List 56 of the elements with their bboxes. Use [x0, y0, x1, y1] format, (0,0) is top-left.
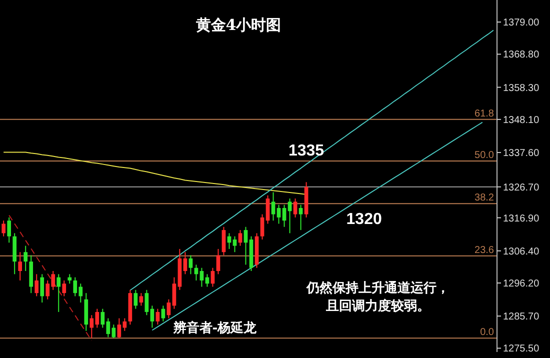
- candlestick: [282, 204, 286, 228]
- candlestick: [188, 254, 193, 275]
- candlestick: [156, 308, 160, 326]
- candlestick: [62, 280, 66, 297]
- y-tick-label: 1348.10: [503, 114, 540, 126]
- candlestick: [40, 274, 44, 304]
- y-tick-label: 1358.30: [503, 82, 540, 94]
- candlestick: [238, 230, 242, 246]
- annotation: 仍然保持上升通道运行，: [306, 280, 450, 296]
- candlestick: [150, 305, 154, 328]
- text: 黄金4小时图: [194, 16, 282, 34]
- candlestick: [2, 220, 6, 237]
- candlestick: [139, 292, 144, 306]
- annotation: 辨音者-杨延龙: [172, 320, 258, 336]
- candlestick: [7, 216, 12, 244]
- line-series: [8, 214, 92, 342]
- candlestick: [293, 198, 298, 218]
- candlestick: [244, 226, 248, 266]
- y-tick-label: 1306.40: [503, 246, 540, 258]
- candlestick: [24, 245, 28, 272]
- candlestick: [134, 289, 138, 310]
- candlestick: [56, 274, 61, 312]
- annotation: 1320: [346, 210, 382, 228]
- annotation: 23.6: [474, 244, 494, 256]
- candlestick: [271, 192, 276, 222]
- candlestick: [260, 214, 264, 240]
- y-tick-label: 1337.60: [503, 148, 540, 160]
- candlestick: [34, 274, 39, 297]
- annotation: 且回调力度较弱。: [325, 298, 430, 314]
- y-tick-label: 1326.70: [503, 182, 540, 194]
- y-tick-label: 1379.00: [503, 18, 540, 29]
- y-tick-label: 1285.70: [503, 312, 540, 323]
- candlestick: [288, 198, 292, 234]
- y-tick-label: 1368.80: [503, 50, 540, 61]
- candlestick: [276, 204, 281, 224]
- candlestick: [166, 298, 171, 319]
- annotation: 61.8: [474, 108, 494, 120]
- candlestick: [68, 274, 72, 284]
- candlestick: [161, 305, 166, 322]
- annotation: 50.0: [474, 150, 494, 162]
- candlestick: [266, 194, 270, 224]
- annotation: 1335: [288, 142, 324, 160]
- annotation: 38.2: [474, 192, 494, 204]
- y-tick-label: 1275.50: [503, 344, 540, 355]
- candlestick: [210, 267, 215, 288]
- candlestick: [232, 236, 237, 253]
- candlestick: [144, 289, 149, 316]
- y-tick-label: 1316.90: [503, 213, 540, 224]
- candlestick: [222, 226, 226, 256]
- candlestick: [172, 276, 176, 310]
- annotation: 0.0: [480, 327, 494, 338]
- candlestick: [200, 267, 204, 288]
- candlestick: [183, 252, 188, 275]
- candlestick: [18, 252, 22, 281]
- y-tick-label: 1296.20: [503, 278, 540, 290]
- candlestick: [298, 204, 303, 231]
